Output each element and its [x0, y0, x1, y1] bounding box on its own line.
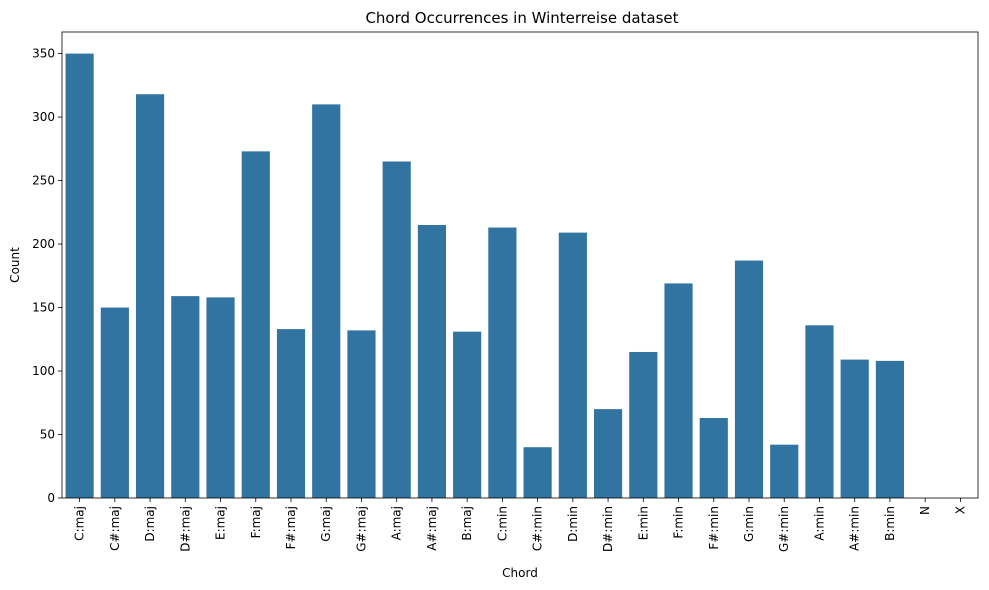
x-tick-label: G#:maj	[354, 506, 368, 552]
x-tick-label: D#:maj	[178, 506, 192, 552]
bar-E:maj	[206, 297, 235, 498]
x-tick-label: F:min	[672, 506, 686, 539]
chart-title: Chord Occurrences in Winterreise dataset	[365, 9, 678, 27]
x-tick-label: X	[953, 506, 967, 514]
y-tick-label: 350	[32, 47, 55, 61]
y-tick-label: 0	[47, 491, 55, 505]
bar-D#:min	[593, 409, 623, 498]
y-tick-label: 150	[32, 301, 55, 315]
x-tick-label: B:min	[883, 506, 897, 541]
x-tick-label: A:maj	[390, 506, 404, 540]
bar-A#:min	[840, 359, 869, 498]
bar-B:maj	[453, 331, 482, 498]
x-tick-label: F#:min	[707, 506, 721, 550]
bar-A#:maj	[417, 225, 447, 498]
y-tick-label: 100	[32, 364, 55, 378]
bars-group	[65, 53, 905, 499]
x-tick-label: E:min	[636, 506, 650, 540]
bar-C:min	[488, 227, 517, 499]
plot-frame	[61, 31, 979, 499]
x-tick-label: E:maj	[214, 506, 228, 540]
bar-F#:maj	[276, 329, 306, 498]
bar-D:min	[558, 232, 587, 498]
bar-A:min	[805, 325, 834, 498]
bar-E:min	[629, 351, 658, 498]
bar-C:maj	[65, 53, 94, 499]
bar-C#:maj	[100, 307, 129, 498]
y-tick-label: 50	[40, 428, 55, 442]
x-tick-label: D#:min	[601, 506, 615, 552]
bar-G:min	[734, 260, 764, 498]
x-tick-label: G:maj	[319, 506, 333, 542]
x-tick-label: D:min	[566, 506, 580, 542]
bar-D#:maj	[171, 296, 200, 498]
y-axis-ticks: 0 50 100 150 200 250 300 350	[32, 47, 62, 505]
bar-F:min	[664, 283, 693, 498]
x-axis-ticks: C:maj C#:maj D:maj D#:maj E:maj F:maj F#:maj G:…	[73, 498, 967, 552]
y-tick-label: 250	[32, 174, 55, 188]
x-tick-label: G#:min	[777, 506, 791, 552]
x-tick-label: C#:min	[531, 506, 545, 551]
bar-B:min	[875, 360, 905, 498]
x-tick-label: N	[918, 506, 932, 515]
x-tick-label: A#:min	[848, 506, 862, 551]
bar-G:maj	[312, 104, 341, 498]
x-tick-label: C:min	[495, 506, 509, 541]
y-tick-label: 200	[32, 237, 55, 251]
y-axis-label: Count	[8, 247, 22, 283]
x-tick-label: A:min	[812, 506, 826, 541]
bar-G#:maj	[347, 330, 376, 498]
x-tick-label: A#:maj	[425, 506, 439, 551]
bar-C#:min	[523, 447, 552, 498]
x-tick-label: F#:maj	[284, 506, 298, 549]
bar-A:maj	[382, 161, 411, 498]
bar-D:maj	[135, 94, 165, 498]
x-tick-label: C:maj	[73, 506, 87, 541]
bar-G#:min	[770, 444, 799, 498]
x-axis-label: Chord	[502, 566, 538, 580]
x-tick-label: C#:maj	[108, 506, 122, 551]
x-tick-label: F:maj	[249, 506, 263, 538]
x-tick-label: B:maj	[460, 506, 474, 541]
bar-F#:min	[699, 418, 728, 498]
x-tick-label: D:maj	[143, 506, 157, 542]
y-tick-label: 300	[32, 110, 55, 124]
bar-F:maj	[241, 151, 270, 499]
x-tick-label: G:min	[742, 506, 756, 542]
